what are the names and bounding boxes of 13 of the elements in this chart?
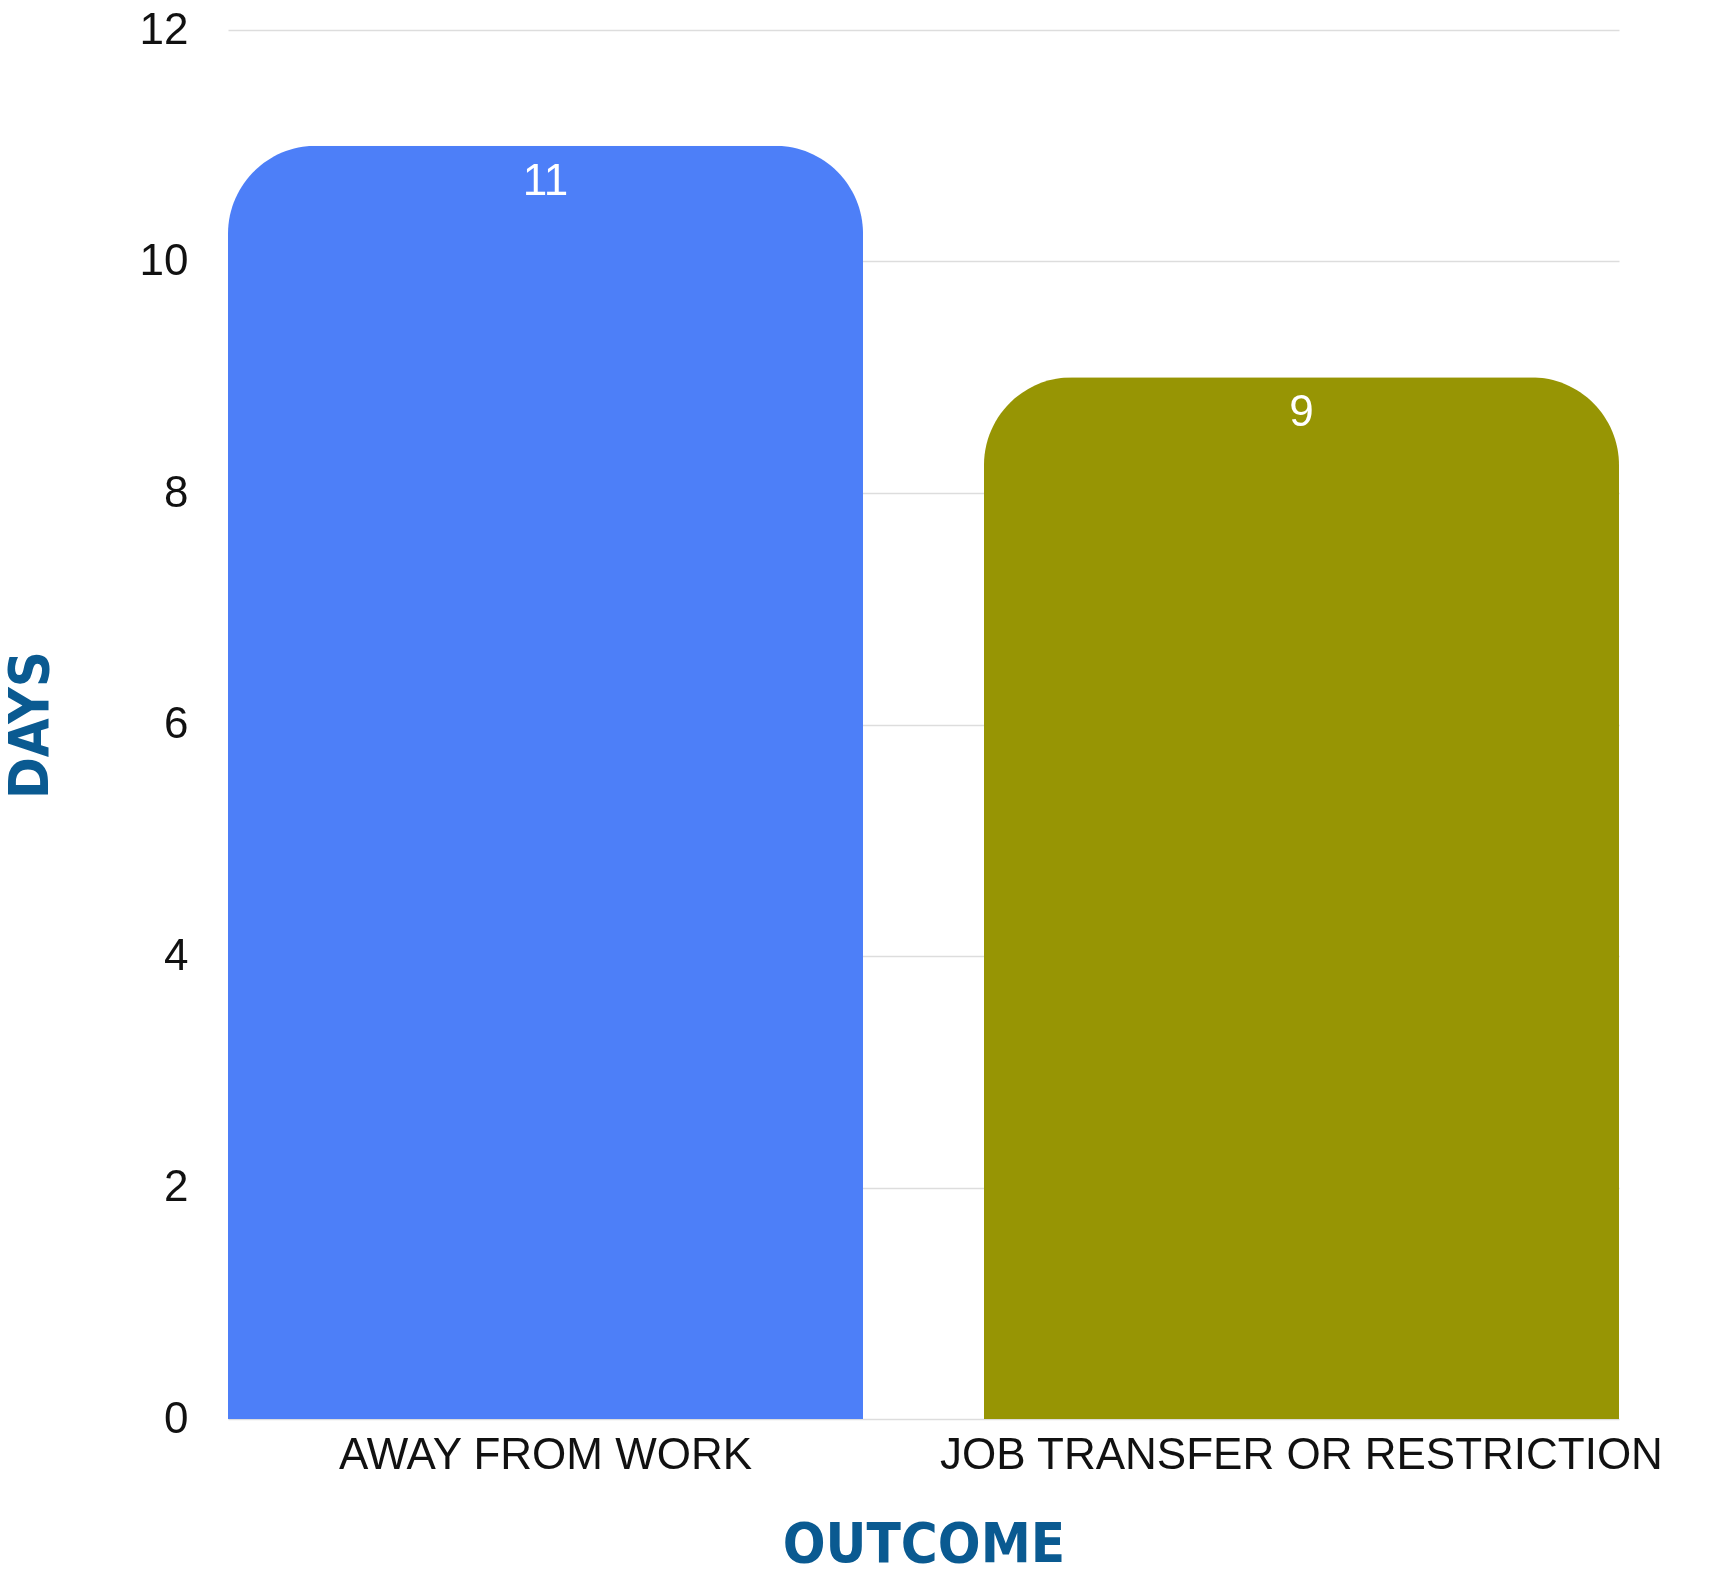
data-label: 11 [522,154,569,204]
y-tick-label: 2 [164,1161,189,1210]
x-axis-title: OUTCOME [782,1509,1066,1575]
x-tick-label: JOB TRANSFER OR RESTRICTION [940,1428,1663,1478]
y-tick-label: 8 [164,466,189,516]
x-tick-label: AWAY FROM WORK [338,1428,753,1478]
data-label: 9 [1289,386,1314,436]
y-tick-label: 10 [139,235,189,284]
y-axis-title: DAYS [0,650,61,800]
y-tick-label: 12 [139,3,189,53]
y-tick-label: 4 [164,929,189,979]
y-tick-label: 6 [164,698,189,747]
y-tick-label: 0 [164,1392,189,1442]
